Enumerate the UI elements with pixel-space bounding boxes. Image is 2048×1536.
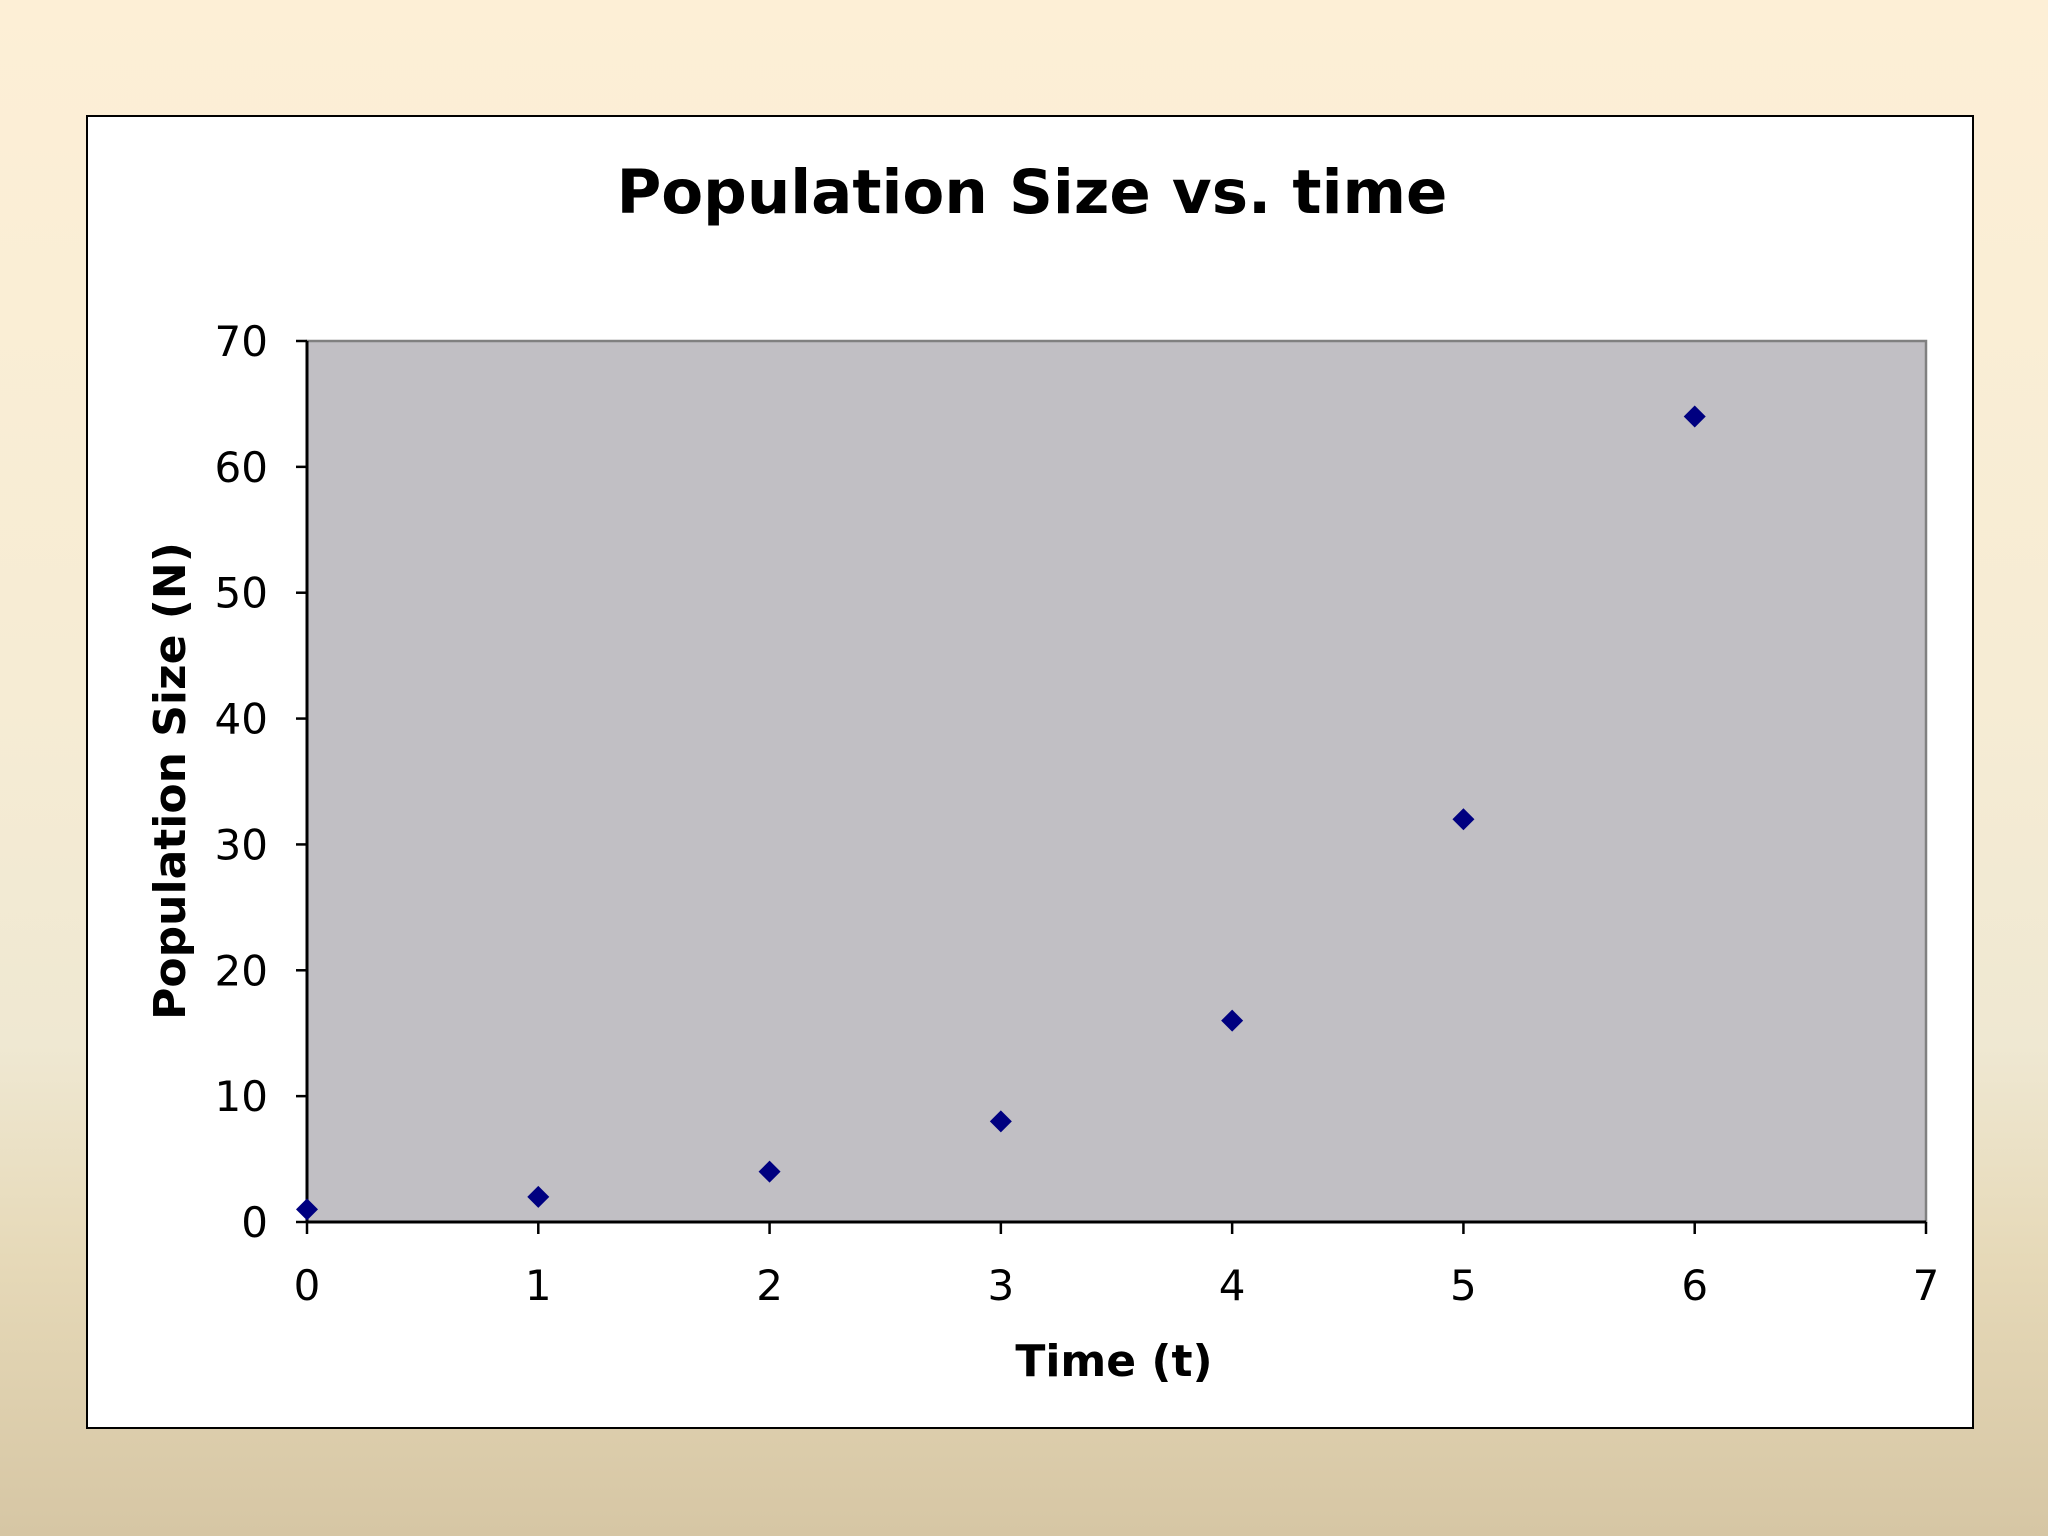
y-tick-label: 70 [215,317,268,366]
data-point [1221,1009,1244,1032]
data-point [1452,808,1475,831]
x-tick-label: 3 [987,1261,1014,1310]
y-tick-label: 30 [215,820,268,869]
data-point [758,1160,781,1183]
data-point [296,1198,318,1221]
data-point [1683,405,1706,428]
x-tick-label: 7 [1913,1261,1940,1310]
data-point [527,1185,550,1208]
data-points [296,405,1706,1221]
y-tick-label: 0 [241,1198,268,1247]
y-tick-label: 40 [215,695,268,744]
chart-title: Population Size vs. time [617,157,1448,228]
x-tick-label: 5 [1450,1261,1477,1310]
plot-area [305,339,1928,1224]
x-tick-label: 0 [294,1261,321,1310]
x-axis-title: Time (t) [1015,1336,1212,1387]
y-tick-label: 60 [215,443,268,492]
y-tick-label: 10 [215,1072,268,1121]
x-tick-label: 6 [1681,1261,1708,1310]
x-tick-label: 2 [756,1261,783,1310]
data-point [989,1110,1012,1133]
axes: 0 10 20 30 40 50 60 70 0 1 2 3 4 5 6 7 [215,317,1940,1310]
x-tick-label: 1 [525,1261,552,1310]
x-tick-label: 4 [1219,1261,1246,1310]
y-tick-label: 50 [215,569,268,618]
y-axis-title: Population Size (N) [145,542,196,1020]
y-tick-label: 20 [215,946,268,995]
